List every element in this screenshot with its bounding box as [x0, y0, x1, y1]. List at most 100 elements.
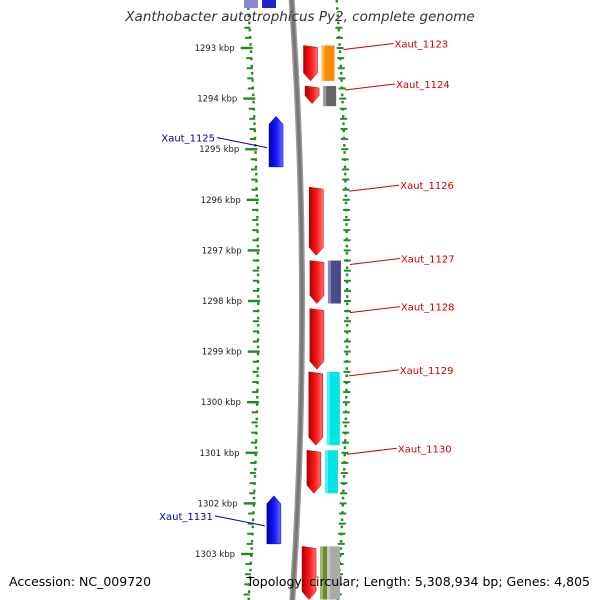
ruler-minor-tick	[252, 360, 259, 363]
ruler-minor-tick	[252, 229, 259, 232]
ruler-minor-tick	[252, 310, 259, 313]
ruler-dot	[343, 144, 346, 147]
ruler-dot	[255, 424, 258, 428]
ruler-major-tick	[243, 502, 256, 505]
ruler-minor-tick	[249, 472, 256, 475]
ruler-dot	[251, 525, 254, 529]
ruler-dot	[256, 324, 260, 327]
ruler-dot	[253, 129, 256, 133]
feature-highlight	[320, 546, 324, 600]
ruler-dot	[251, 518, 255, 521]
ruler-dot	[256, 316, 260, 320]
ruler-major-tick	[247, 249, 260, 252]
ruler-dot	[255, 187, 258, 190]
ruler-minor-tick	[252, 340, 259, 343]
ruler-minor-tick	[250, 461, 257, 464]
ruler-dot	[256, 295, 260, 298]
ruler-minor-tick	[343, 289, 351, 292]
ruler-minor-tick	[245, 563, 252, 566]
ruler-minor-tick	[335, 26, 343, 29]
feature-bar	[326, 371, 340, 446]
ruler-minor-tick	[341, 168, 349, 171]
ruler-dot	[345, 280, 349, 284]
gene-arrow-forward	[308, 371, 324, 446]
ruler-minor-tick	[343, 229, 351, 232]
ruler-dot	[345, 223, 348, 226]
tick-label: 1293 kbp	[195, 44, 235, 54]
ruler-minor-tick	[342, 188, 350, 191]
ruler-dot	[253, 475, 257, 478]
ruler-major-tick	[245, 451, 258, 454]
ruler-minor-tick	[341, 441, 349, 444]
ruler-minor-tick	[251, 411, 258, 414]
ruler-minor-tick	[250, 168, 257, 171]
ruler-dot	[252, 100, 255, 104]
ruler-dot	[254, 468, 257, 471]
ruler-dot	[338, 50, 342, 53]
gene-label: Xaut_1125	[161, 134, 215, 145]
ruler-dot	[256, 345, 260, 349]
feature-highlight	[327, 260, 331, 304]
ruler-dot	[256, 280, 260, 284]
ruler-minor-tick	[342, 208, 350, 211]
ruler-dot	[256, 237, 259, 241]
ruler-minor-tick	[342, 198, 350, 201]
ruler-dot	[250, 554, 253, 557]
ruler-dot	[345, 324, 349, 327]
ruler-minor-tick	[341, 451, 349, 454]
backbone	[290, 0, 304, 600]
ruler-dot	[345, 338, 349, 341]
ruler-dot	[247, 7, 250, 10]
ruler-minor-tick	[343, 219, 351, 222]
ruler-minor-tick	[247, 77, 254, 80]
ruler-dot	[336, 14, 340, 17]
ruler-minor-tick	[342, 431, 350, 434]
ruler-dot	[252, 504, 255, 507]
ruler-dot	[345, 331, 349, 334]
ruler-dot	[335, 0, 339, 3]
feature-highlight	[323, 85, 327, 107]
gene-label-connector	[214, 515, 265, 527]
ruler-minor-tick	[250, 441, 257, 444]
accession-text: Accession: NC_009720	[9, 574, 152, 589]
ruler-minor-tick	[342, 178, 350, 181]
ruler-dot	[252, 511, 255, 514]
ruler-dot	[254, 165, 258, 169]
ruler-dot	[253, 122, 256, 125]
ruler-dot	[343, 151, 346, 154]
ruler-dot	[250, 72, 254, 75]
gene-arrow-forward	[308, 186, 324, 256]
ruler-dot	[254, 151, 257, 154]
ruler-minor-tick	[339, 97, 347, 100]
top-fragment	[262, 0, 276, 8]
ruler-dot	[343, 468, 346, 471]
backbone-layer	[288, 0, 305, 600]
ruler-dot	[340, 79, 343, 82]
feature-bar	[324, 450, 338, 494]
ruler-dot	[345, 252, 349, 255]
ruler-dot	[341, 504, 344, 507]
ruler-minor-tick	[247, 532, 254, 535]
ruler-dot	[343, 446, 347, 449]
ruler-dot	[345, 345, 349, 349]
feature-bar	[327, 546, 341, 600]
gene-label: Xaut_1129	[400, 366, 454, 377]
ruler-minor-tick	[252, 380, 259, 383]
ruler-minor-tick	[343, 249, 351, 252]
ruler-dot	[256, 288, 260, 291]
ruler-dot	[255, 201, 259, 205]
gene-arrow-forward	[306, 449, 322, 494]
gene-arrow-forward	[303, 45, 318, 82]
ruler-minor-tick	[343, 340, 351, 343]
ruler-minor-tick	[249, 492, 256, 495]
ruler-dot	[339, 72, 343, 75]
ruler-dot	[256, 367, 259, 370]
ruler-minor-tick	[252, 269, 259, 272]
ruler-dot	[342, 489, 345, 493]
ruler-minor-tick	[243, 593, 250, 596]
ruler-dot	[339, 64, 342, 68]
gene-label-connector	[349, 184, 400, 192]
ruler-dot	[344, 180, 347, 183]
ruler-dot	[345, 237, 348, 241]
ruler-minor-tick	[339, 512, 347, 515]
